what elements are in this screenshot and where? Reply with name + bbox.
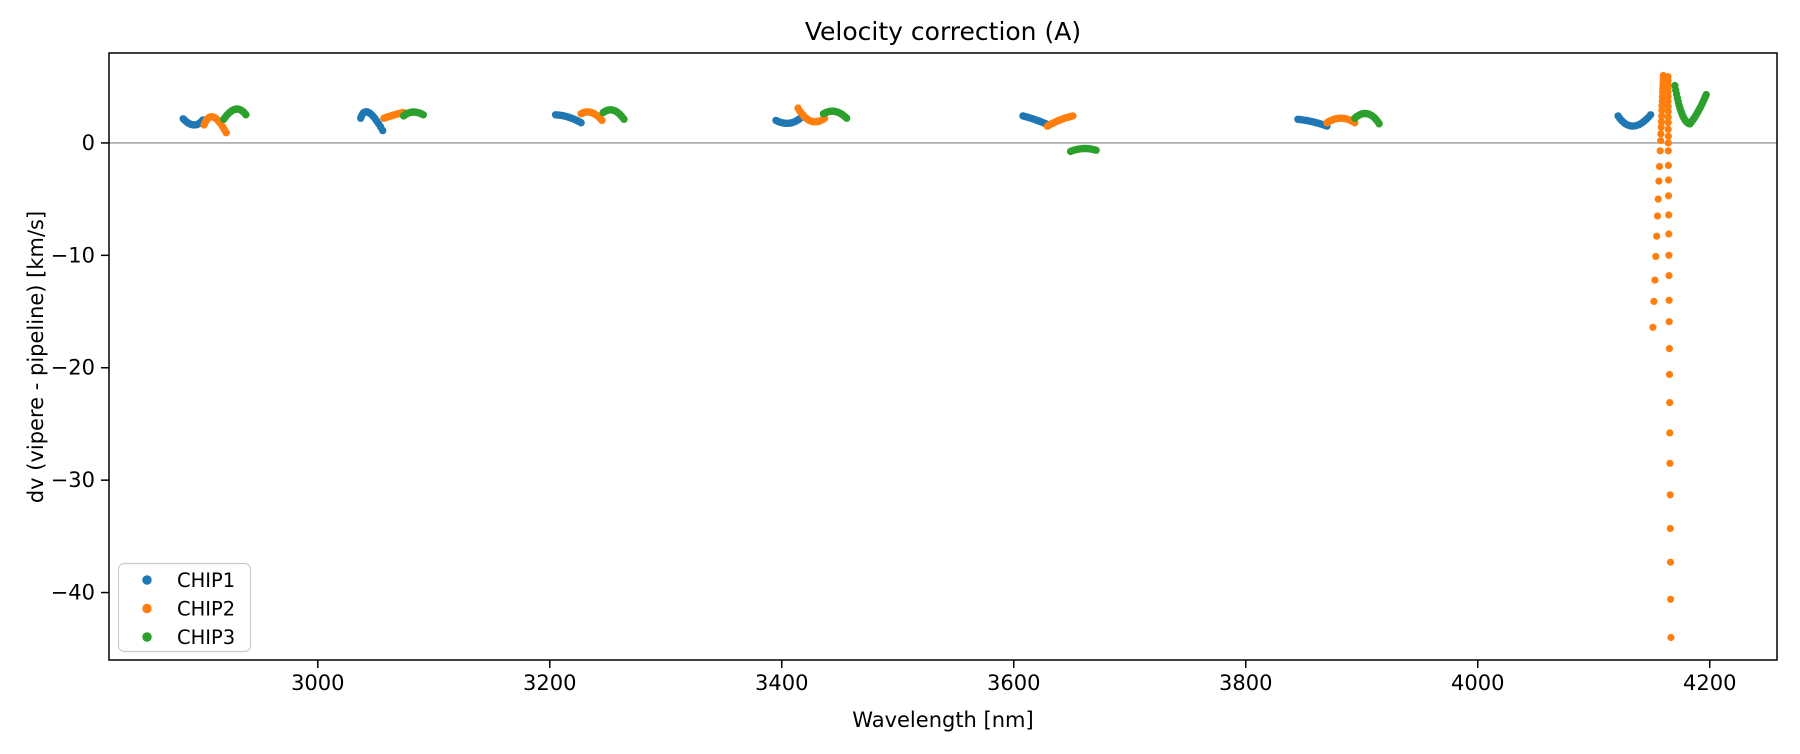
x-tick-label: 4200 — [1683, 671, 1736, 695]
series-CHIP2 — [200, 71, 1675, 642]
y-axis-ticks: 0 −10 −20 −30 −40 — [51, 131, 109, 605]
legend-label: CHIP3 — [177, 626, 235, 649]
y-tick-label: −20 — [51, 356, 95, 380]
legend-entry-CHIP2: CHIP2 — [142, 598, 235, 621]
legend-marker-icon — [142, 632, 152, 642]
x-axis-ticks: 3000 3200 3400 3600 3800 4000 4200 — [291, 660, 1736, 695]
chart-title: Velocity correction (A) — [805, 17, 1081, 46]
legend-label: CHIP2 — [177, 598, 235, 621]
y-tick-label: −40 — [51, 581, 95, 605]
y-axis-label: dv (vipere - pipeline) [km/s] — [24, 211, 48, 503]
legend: CHIP1 CHIP2 CHIP3 — [117, 562, 252, 653]
x-axis-label: Wavelength [nm] — [852, 708, 1033, 732]
y-tick-label: 0 — [82, 131, 95, 155]
x-tick-label: 4000 — [1451, 671, 1504, 695]
legend-label: CHIP1 — [177, 569, 235, 592]
legend-marker-icon — [142, 603, 152, 614]
plot-frame — [108, 52, 1778, 661]
x-tick-label: 3000 — [291, 671, 344, 695]
x-tick-label: 3800 — [1219, 671, 1272, 695]
x-tick-label: 3200 — [523, 671, 576, 695]
y-tick-label: −30 — [51, 468, 95, 492]
y-tick-label: −10 — [51, 243, 95, 267]
x-tick-label: 3600 — [987, 671, 1040, 695]
plot-area: 3000 3200 3400 3600 3800 4000 4200 0 −10 −20 −30 −4… — [51, 52, 1778, 695]
x-tick-label: 3400 — [755, 671, 808, 695]
legend-entry-CHIP3: CHIP3 — [142, 626, 235, 649]
series-CHIP3 — [220, 81, 1710, 156]
legend-marker-icon — [142, 575, 152, 585]
legend-entry-CHIP1: CHIP1 — [142, 569, 235, 592]
